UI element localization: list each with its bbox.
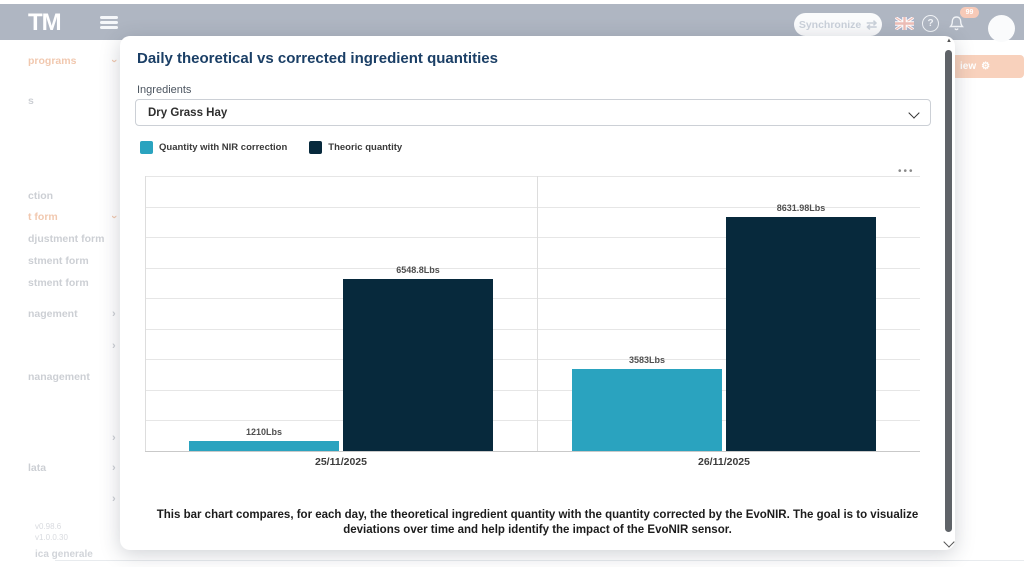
x-axis-label: 25/11/2025 xyxy=(315,456,367,468)
gridline xyxy=(145,420,920,421)
gridline xyxy=(145,359,920,360)
ingredients-selected-value: Dry Grass Hay xyxy=(148,106,228,119)
bar-theoric-26-11-2025[interactable] xyxy=(726,217,876,451)
bar-theoric-25-11-2025[interactable] xyxy=(343,279,493,451)
chart-plot: 1210Lbs 6548.8Lbs 25/11/2025 3583Lbs 8631.98… xyxy=(145,176,920,468)
ingredients-select[interactable]: Dry Grass Hay xyxy=(135,99,931,126)
legend-label: Theoric quantity xyxy=(328,142,403,153)
legend-item[interactable]: Quantity with NIR correction xyxy=(140,141,287,154)
category-divider-line xyxy=(537,176,538,451)
legend-label: Quantity with NIR correction xyxy=(159,142,288,153)
legend-swatch xyxy=(309,141,323,154)
ingredients-label: Ingredients xyxy=(137,84,192,96)
chart-legend: Quantity with NIR correction Theoric quan… xyxy=(140,141,402,154)
bar-value-label: 6548.8Lbs xyxy=(396,265,440,275)
gridline xyxy=(145,176,920,177)
gridline xyxy=(145,298,920,299)
chart-modal: Daily theoretical vs corrected ingredien… xyxy=(120,36,955,550)
bar-nir-corrected-25-11-2025[interactable] xyxy=(189,441,339,451)
y-axis-line xyxy=(145,176,146,451)
chevron-down-icon xyxy=(908,107,920,119)
gridline xyxy=(145,268,920,269)
modal-title: Daily theoretical vs corrected ingredien… xyxy=(137,50,498,67)
bar-value-label: 1210Lbs xyxy=(245,427,283,437)
gridline xyxy=(145,237,920,238)
x-axis-line xyxy=(145,451,920,452)
modal-scrollbar[interactable]: ▲ xyxy=(943,38,955,548)
gridline xyxy=(145,207,920,208)
bar-nir-corrected-26-11-2025[interactable] xyxy=(572,369,722,451)
chart-options-menu[interactable]: ••• xyxy=(898,166,915,177)
gridline xyxy=(145,390,920,391)
chart-caption: This bar chart compares, for each day, t… xyxy=(156,509,919,536)
legend-item[interactable]: Theoric quantity xyxy=(309,141,402,154)
bar-value-label: 3583Lbs xyxy=(628,355,666,365)
scrollbar-up-arrow[interactable]: ▲ xyxy=(946,38,952,44)
gridline xyxy=(145,329,920,330)
x-axis-label: 26/11/2025 xyxy=(698,456,750,468)
scrollbar-thumb[interactable] xyxy=(945,50,952,532)
scrollbar-down-arrow[interactable] xyxy=(943,536,955,548)
bar-value-label: 8631.98Lbs xyxy=(776,203,826,213)
legend-swatch xyxy=(140,141,153,154)
